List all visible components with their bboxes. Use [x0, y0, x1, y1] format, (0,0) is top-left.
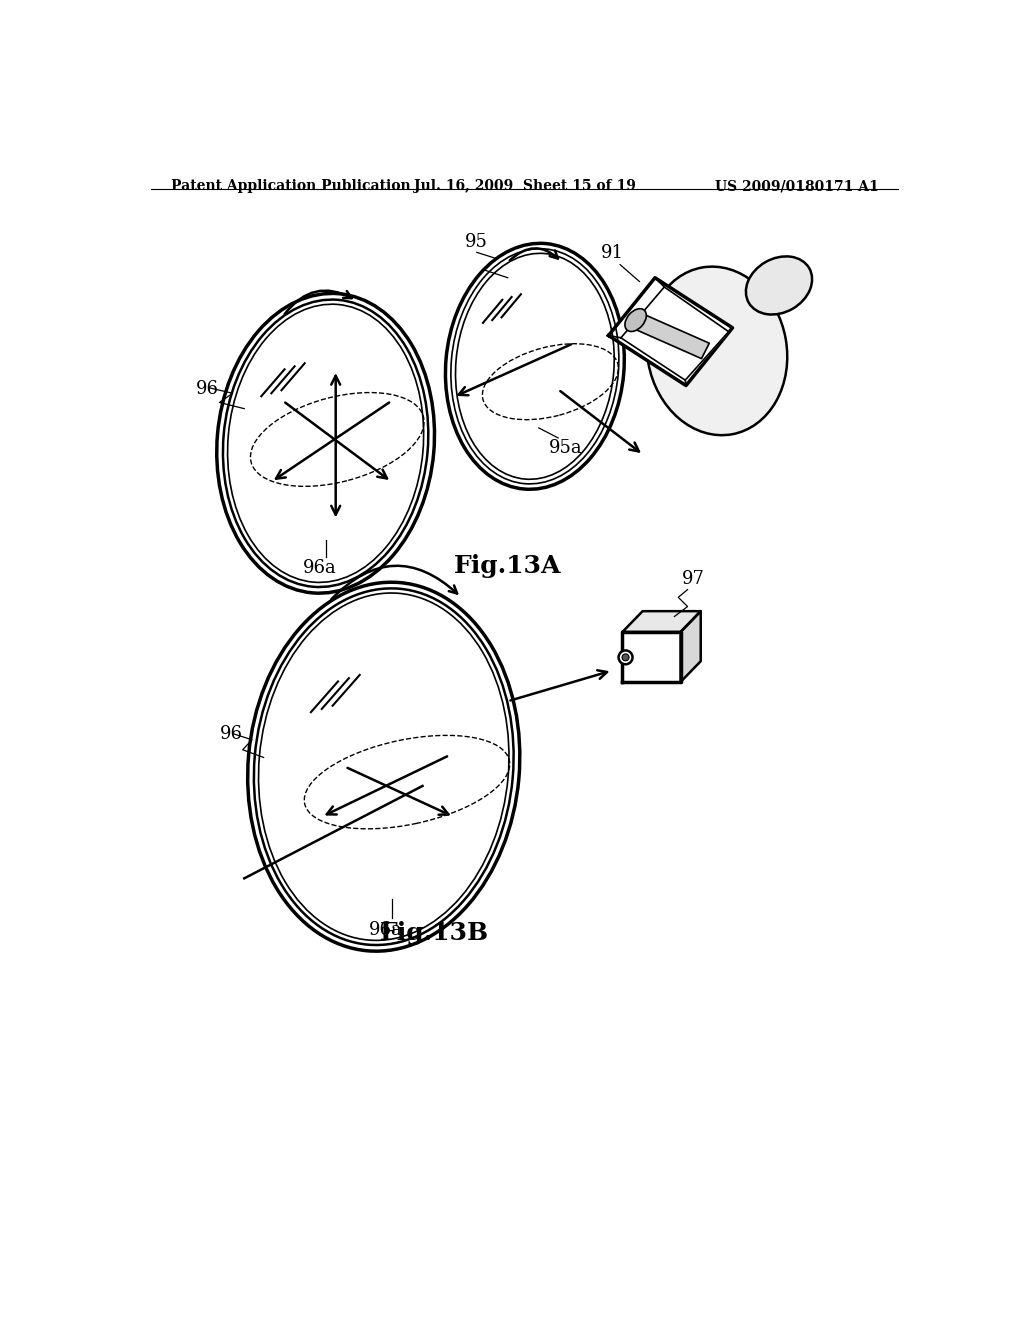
Polygon shape	[623, 632, 681, 682]
Text: Patent Application Publication: Patent Application Publication	[171, 180, 411, 193]
Polygon shape	[623, 611, 700, 632]
Text: 96: 96	[219, 726, 243, 743]
Polygon shape	[621, 286, 729, 380]
Text: 96a: 96a	[369, 921, 402, 939]
Ellipse shape	[445, 243, 625, 490]
Text: Fig.13A: Fig.13A	[454, 554, 561, 578]
Ellipse shape	[745, 256, 812, 314]
Text: Jul. 16, 2009  Sheet 15 of 19: Jul. 16, 2009 Sheet 15 of 19	[414, 180, 636, 193]
Text: 97: 97	[682, 570, 706, 589]
Text: 96a: 96a	[303, 558, 337, 577]
Ellipse shape	[217, 293, 434, 593]
Ellipse shape	[647, 267, 787, 436]
Polygon shape	[632, 313, 710, 359]
Ellipse shape	[622, 653, 629, 661]
Ellipse shape	[625, 309, 646, 331]
Text: 96: 96	[197, 380, 219, 399]
Ellipse shape	[248, 582, 520, 952]
Ellipse shape	[618, 651, 633, 664]
Text: 91: 91	[601, 244, 624, 263]
Polygon shape	[681, 611, 700, 682]
Text: 95: 95	[465, 232, 488, 251]
Polygon shape	[608, 277, 732, 385]
Text: 95a: 95a	[549, 440, 583, 458]
Text: US 2009/0180171 A1: US 2009/0180171 A1	[715, 180, 879, 193]
Text: Fig.13B: Fig.13B	[380, 921, 488, 945]
